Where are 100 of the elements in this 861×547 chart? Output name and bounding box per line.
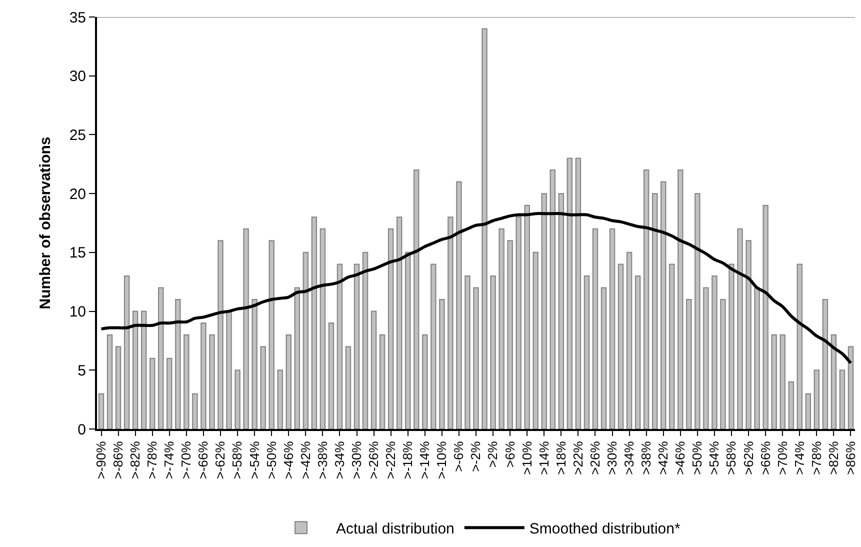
bar [600, 287, 607, 429]
bar [694, 193, 700, 429]
x-tick-label: >42% [656, 440, 671, 475]
x-tick-label: >10% [519, 440, 534, 475]
x-tick-label: >-66% [196, 440, 211, 480]
bar [550, 170, 556, 429]
bar [166, 358, 172, 429]
x-tick-label: >-90% [93, 440, 108, 480]
bar [482, 28, 488, 429]
bar [618, 264, 624, 429]
bar [405, 252, 411, 429]
y-tick-label: 10 [69, 304, 86, 321]
bar [464, 275, 470, 429]
x-tick-label: >-42% [298, 440, 313, 480]
bar [294, 287, 300, 429]
bar [737, 228, 743, 429]
legend-label: Smoothed distribution* [529, 520, 680, 538]
x-tick-label: >50% [690, 440, 705, 475]
bar [175, 299, 181, 429]
x-tick-label: >18% [553, 440, 568, 475]
bar [805, 393, 811, 429]
bar [192, 393, 198, 429]
x-tick-label: >26% [587, 440, 602, 475]
x-tick-label: >82% [826, 440, 841, 475]
y-tick-label: 25 [69, 126, 86, 144]
bar [320, 228, 326, 429]
line-series [100, 212, 852, 365]
bar [490, 275, 496, 429]
x-tick-label: >-82% [128, 440, 143, 480]
x-tick-label: >46% [672, 440, 688, 475]
y-axis-title: Number of observations [37, 136, 54, 310]
x-tick-label: >58% [724, 440, 739, 475]
bar [678, 170, 684, 429]
x-tick-label: >78% [808, 440, 824, 475]
x-tick-label: >22% [570, 440, 586, 475]
bar [643, 170, 650, 429]
bar [98, 393, 104, 429]
bar [839, 370, 846, 429]
bar [362, 252, 368, 429]
bar [414, 170, 420, 429]
bar [200, 322, 206, 429]
bar [814, 370, 820, 429]
bar [226, 310, 232, 429]
bar [498, 228, 504, 429]
y-tick-label: 35 [69, 9, 86, 26]
bar [780, 334, 786, 429]
bar [234, 370, 240, 429]
bar [746, 240, 752, 429]
x-tick-label: >-46% [280, 440, 296, 480]
bar [507, 240, 513, 429]
x-tick-label: >-30% [348, 440, 364, 480]
x-tick-label: >62% [740, 440, 756, 475]
x-tick-label: >-18% [400, 440, 416, 480]
x-tick-label: >-14% [417, 440, 432, 480]
y-tick-label: 15 [69, 244, 86, 262]
bar [328, 322, 334, 429]
x-tick-label: >70% [774, 440, 790, 475]
x-tick-label: >38% [638, 440, 654, 475]
bar [848, 346, 854, 429]
bar [720, 299, 726, 429]
bar [439, 299, 445, 429]
x-tick-label: >-62% [212, 440, 228, 480]
x-tick-label: >54% [706, 440, 722, 475]
bar [609, 228, 616, 429]
bar [712, 275, 718, 429]
x-tick-label: >86% [842, 440, 858, 475]
bar [830, 334, 837, 429]
y-tick-label: 0 [78, 421, 86, 438]
bar [541, 193, 547, 429]
bar [260, 346, 266, 429]
bar [703, 287, 709, 429]
bar [115, 346, 122, 429]
bar [184, 334, 190, 429]
x-tick-label: >2% [485, 440, 500, 468]
bar [626, 252, 632, 429]
bar [302, 252, 309, 429]
bar [388, 228, 394, 429]
bar [762, 204, 768, 429]
y-tick-label: 20 [69, 186, 86, 203]
bar [379, 334, 386, 429]
bar [524, 204, 530, 429]
bar [354, 264, 360, 429]
x-tick-label: >74% [792, 440, 807, 475]
bar [516, 216, 522, 429]
x-tick-label: >30% [604, 440, 620, 475]
bar [652, 193, 658, 429]
bar [771, 334, 777, 429]
bar [141, 310, 147, 429]
bar [345, 346, 352, 429]
x-tick-label: >-10% [434, 440, 450, 480]
bar [660, 181, 666, 429]
bar [286, 334, 292, 429]
x-tick-label: >-74% [162, 440, 177, 480]
bar [336, 264, 343, 429]
bar [788, 381, 794, 429]
x-tick-label: >-22% [383, 440, 398, 480]
bar [252, 299, 258, 429]
bar [370, 310, 377, 429]
bar [311, 216, 318, 429]
bar [592, 228, 598, 429]
